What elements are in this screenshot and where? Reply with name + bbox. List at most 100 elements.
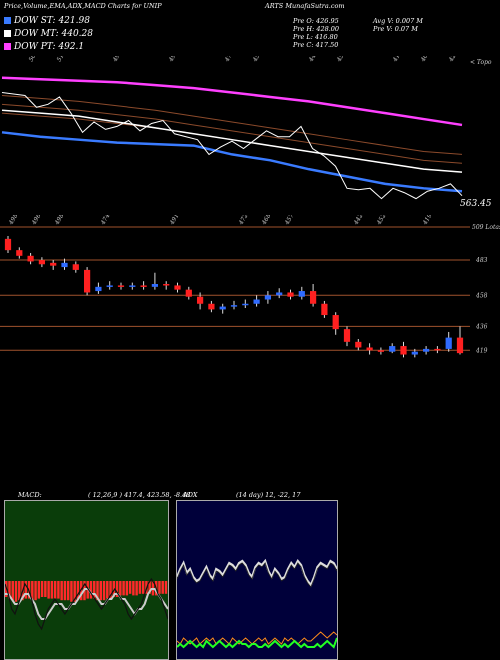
- macd-histogram-bar: [112, 581, 116, 597]
- candle-body: [95, 286, 102, 292]
- candle-body: [151, 284, 159, 287]
- macd-histogram-bar: [63, 581, 67, 601]
- macd-histogram-bar: [96, 581, 99, 601]
- candle-body: [27, 255, 34, 262]
- macd-histogram-bar: [57, 581, 60, 599]
- macd-title: MACD:: [18, 491, 42, 499]
- macd-histogram-bar: [73, 581, 76, 602]
- macd-histogram-bar: [93, 581, 96, 599]
- macd-panel: [4, 500, 169, 660]
- prev-close: Pre C: 417.50: [293, 41, 339, 49]
- macd-histogram-bar: [148, 581, 151, 594]
- macd-histogram-bar: [8, 581, 11, 599]
- candle-body: [140, 285, 147, 287]
- candle-body: [50, 262, 57, 266]
- macd-histogram-bar: [40, 581, 44, 597]
- candle-body: [230, 305, 238, 307]
- adx-plus-di-line: [177, 637, 337, 649]
- candle-body: [253, 299, 260, 304]
- candle-body: [321, 303, 328, 316]
- macd-histogram-bar: [132, 581, 135, 596]
- macd-histogram-bar: [141, 581, 145, 594]
- candle-body: [434, 348, 441, 351]
- price-top-label: 474: [99, 215, 111, 227]
- price-level-label: 483: [475, 257, 488, 264]
- candle-body: [389, 346, 396, 352]
- candle-body: [276, 292, 283, 296]
- macd-histogram-bar: [109, 581, 112, 599]
- candle-body: [185, 289, 192, 297]
- price-top-label: 452: [375, 215, 387, 227]
- macd-histogram-bar: [161, 581, 164, 594]
- candle-body: [129, 285, 136, 287]
- chart-title: Price,Volume,EMA,ADX,MACD Charts for UNI…: [4, 2, 162, 10]
- macd-histogram-bar: [34, 581, 37, 601]
- ema-top-label: 498: [111, 56, 123, 64]
- price-top-label: 496: [30, 215, 42, 227]
- price-top-label: 442: [352, 215, 364, 227]
- price-top-label: 468: [260, 215, 272, 227]
- candle-body: [298, 291, 305, 297]
- dow-st-label: DOW ST: 421.98: [14, 16, 90, 26]
- price-top-label: 491: [168, 215, 180, 227]
- dow-pt-legend: DOW PT: 492.1: [4, 42, 84, 52]
- candle-body: [264, 295, 272, 300]
- macd-line: [5, 577, 168, 631]
- candle-body: [366, 347, 373, 351]
- ema-top-label: 474: [223, 56, 235, 64]
- candle-body: [422, 348, 430, 352]
- ema-price-line: [1, 92, 463, 200]
- macd-histogram-bar: [66, 581, 70, 601]
- dow-pt-swatch: [4, 43, 11, 50]
- dow-mt-legend: DOW MT: 440.28: [4, 29, 93, 39]
- ema-right-top-label: < Topo: [470, 59, 492, 66]
- candle-body: [445, 337, 452, 349]
- candle-body: [377, 350, 385, 352]
- macd-histogram-bar: [122, 581, 125, 596]
- candle-body: [208, 303, 215, 310]
- prev-low: Pre L: 416.80: [293, 33, 338, 41]
- price-top-label: 498: [7, 215, 19, 227]
- candle-body: [456, 337, 464, 354]
- ema-chart: 503 513 498 491 474 458 442 451 415 409 425 < Topo 5…: [1, 56, 492, 209]
- candle-body: [242, 303, 249, 306]
- ema-top-label: 458: [251, 56, 263, 64]
- ema-series-line: [1, 76, 463, 127]
- price-top-label: 457: [283, 215, 295, 227]
- macd-histogram-bar: [102, 581, 106, 601]
- site-name: ARTS MunafaSutra.com: [265, 2, 345, 10]
- macd-histogram-bar: [128, 581, 132, 594]
- macd-histogram-bar: [164, 581, 168, 594]
- macd-histogram-bar: [79, 581, 83, 601]
- adx-minus-di-line: [177, 631, 337, 645]
- macd-histogram-bar: [50, 581, 54, 599]
- ema-top-label: 451: [335, 56, 347, 64]
- macd-histogram-bar: [99, 581, 102, 601]
- candle-body: [106, 285, 113, 287]
- candle-body: [309, 291, 317, 304]
- candle-body: [174, 285, 181, 290]
- macd-histogram-bar: [138, 581, 142, 594]
- candle-body: [16, 250, 23, 256]
- adx-main-line: [177, 558, 337, 588]
- macd-chart: [5, 577, 168, 631]
- ema-top-label: 425: [447, 56, 459, 64]
- price-top-label: 472: [237, 215, 249, 227]
- ema-top-label: 491: [167, 56, 179, 64]
- macd-histogram-bar: [47, 581, 50, 599]
- macd-histogram-bar: [115, 581, 119, 597]
- dow-st-legend: DOW ST: 421.98: [4, 16, 90, 26]
- candle-body: [61, 262, 68, 268]
- macd-histogram-bar: [60, 581, 63, 601]
- dow-pt-label: DOW PT: 492.1: [14, 42, 85, 52]
- price-right-top-label: 509 Lotas: [472, 224, 500, 231]
- macd-histogram-bar: [14, 581, 18, 602]
- ema-top-label: 513: [56, 56, 68, 63]
- candle-body: [355, 341, 362, 348]
- macd-histogram-bar: [24, 581, 28, 599]
- adx-panel: [176, 500, 338, 660]
- price-level-label: 458: [475, 292, 488, 299]
- candle-body: [163, 284, 170, 286]
- candle-body: [287, 292, 294, 297]
- price-level-label: 419: [475, 347, 488, 354]
